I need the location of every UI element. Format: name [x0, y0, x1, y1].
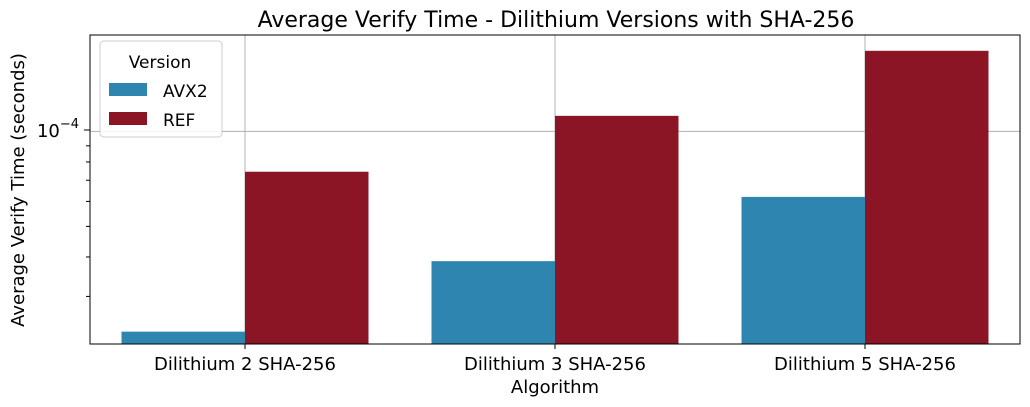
chart-title: Average Verify Time - Dilithium Versions…	[258, 8, 855, 33]
bar-ref-3	[865, 50, 989, 344]
y-ticks: 10−4	[37, 117, 90, 297]
bar-ref-2	[555, 115, 679, 345]
legend-title: Version	[129, 53, 192, 73]
bar-avx2-3	[741, 196, 865, 344]
legend-swatch-avx2	[109, 83, 147, 96]
legend: Version AVX2 REF	[99, 40, 223, 138]
bar-avx2-2	[431, 261, 555, 344]
y-tick-base: 10	[37, 121, 60, 142]
x-tick-label: Dilithium 2 SHA-256	[154, 354, 336, 375]
legend-label-ref: REF	[163, 111, 195, 131]
legend-label-avx2: AVX2	[163, 82, 208, 102]
y-axis-label: Average Verify Time (seconds)	[8, 53, 29, 327]
bar-ref-1	[245, 171, 369, 344]
x-axis-label: Algorithm	[511, 377, 599, 398]
bar-avx2-1	[121, 331, 245, 344]
legend-swatch-ref	[109, 112, 147, 125]
x-tick-label: Dilithium 5 SHA-256	[774, 354, 956, 375]
bars	[121, 50, 989, 345]
x-tick-label: Dilithium 3 SHA-256	[464, 354, 646, 375]
x-ticks: Dilithium 2 SHA-256 Dilithium 3 SHA-256 Di…	[154, 344, 956, 375]
y-tick-exponent: −4	[60, 117, 79, 132]
y-tick-label: 10−4	[37, 117, 79, 142]
